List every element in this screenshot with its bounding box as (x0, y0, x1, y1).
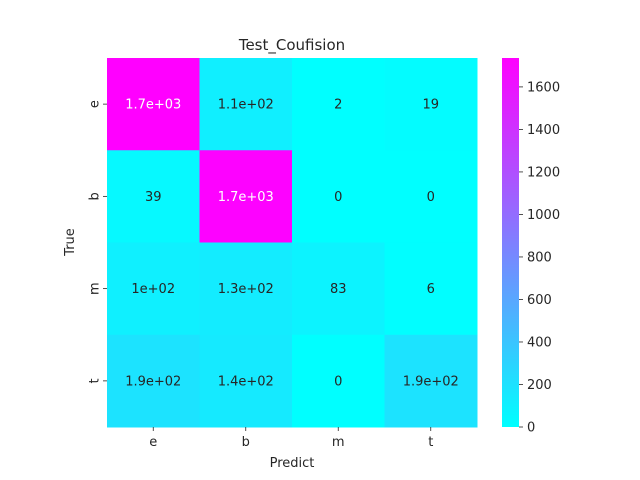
colorbar-tick-label: 1400 (527, 123, 560, 138)
heatmap-cell (199, 334, 293, 428)
cell-annotation: 1.4e+02 (218, 374, 274, 389)
heatmap-cell (292, 242, 385, 336)
y-tick-label: e (88, 100, 103, 108)
heatmap-cell (107, 150, 200, 243)
colorbar-tick-label: 400 (527, 335, 552, 350)
heatmap-cell (292, 58, 385, 151)
cell-annotation: 0 (334, 190, 342, 205)
cell-annotation: 1.9e+02 (125, 374, 181, 389)
colorbar-tick-label: 800 (527, 250, 552, 265)
colorbar (502, 58, 519, 427)
y-tick-label: t (88, 378, 103, 383)
heatmap-cell (292, 334, 385, 428)
heatmap-cell (292, 150, 385, 243)
y-axis-label: True (63, 228, 78, 257)
cell-annotation: 0 (334, 374, 342, 389)
colorbar-tick-label: 0 (527, 421, 535, 436)
cell-annotation: 0 (427, 190, 435, 205)
x-axis-label: Predict (270, 456, 315, 471)
colorbar-tick-label: 200 (527, 378, 552, 393)
cell-annotation: 39 (145, 190, 162, 205)
x-tick-label: m (332, 435, 345, 450)
cell-annotation: 1.3e+02 (218, 282, 274, 297)
cell-annotation: 1.7e+03 (218, 190, 274, 205)
heatmap-cell (384, 334, 478, 428)
heatmap-cell (107, 334, 200, 428)
cell-annotation: 2 (334, 98, 342, 113)
y-tick-label: b (88, 192, 103, 200)
heatmap-cell (384, 242, 478, 336)
cell-annotation: 1.7e+03 (125, 98, 181, 113)
y-tick-label: m (88, 282, 103, 295)
x-tick-label: b (242, 435, 250, 450)
heatmap-cell (199, 58, 293, 151)
colorbar-tick-label: 1600 (527, 80, 560, 95)
cell-annotation: 1e+02 (131, 282, 175, 297)
heatmap-cell (199, 150, 293, 243)
cell-annotation: 6 (427, 282, 435, 297)
colorbar-tick-label: 600 (527, 293, 552, 308)
x-tick-label: e (149, 435, 157, 450)
colorbar-ticks: 0 200 400 600 800 1000 1200 1400 1600 (519, 80, 560, 436)
cell-annotation: 1.9e+02 (403, 374, 459, 389)
x-tick-label: t (428, 435, 433, 450)
chart-title: Test_Coufision (238, 36, 345, 55)
cell-annotations: 1.7e+03 1.1e+02 2 19 39 1.7e+03 0 0 1e+02 1.3e+02… (125, 98, 459, 390)
heatmap-cell (107, 58, 200, 151)
heatmap-cell (384, 150, 478, 243)
cell-annotation: 19 (422, 98, 439, 113)
colorbar-tick-label: 1000 (527, 208, 560, 223)
heatmap-cell (107, 242, 200, 336)
heatmap-cells (107, 58, 478, 428)
heatmap-cell (199, 242, 293, 336)
colorbar-tick-label: 1200 (527, 165, 560, 180)
cell-annotation: 83 (330, 282, 347, 297)
heatmap-cell (384, 58, 478, 151)
y-axis: e b m t (88, 100, 107, 383)
cell-annotation: 1.1e+02 (218, 98, 274, 113)
